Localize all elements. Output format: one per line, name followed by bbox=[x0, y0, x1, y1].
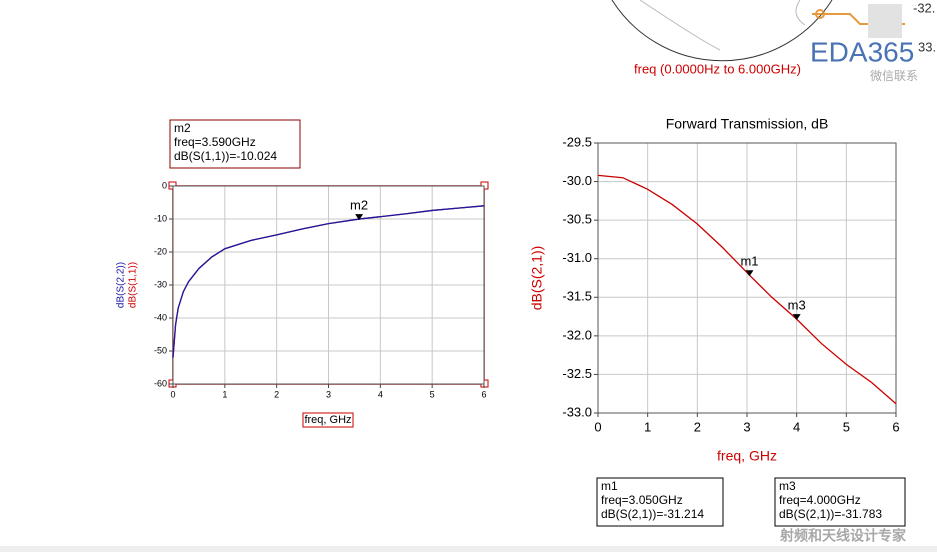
readout-line: dB(S(1,1))=-10.024 bbox=[174, 149, 277, 163]
x-tick-label: 4 bbox=[793, 419, 800, 434]
y-tick-label: -29.5 bbox=[562, 134, 592, 149]
readout-box bbox=[596, 477, 724, 527]
x-tick-label: 5 bbox=[430, 389, 435, 399]
marker bbox=[792, 314, 801, 321]
y-axis-label: dB(S(2,1)) bbox=[529, 246, 545, 311]
status-bar bbox=[0, 546, 937, 552]
readout-line: dB(S(2,1))=-31.214 bbox=[601, 507, 704, 521]
y-tick-label: -33.0 bbox=[562, 404, 592, 419]
smith-edge-label: -32. bbox=[913, 0, 935, 15]
smith-grid bbox=[795, 0, 806, 26]
marker-name: m2 bbox=[350, 198, 368, 213]
smith-arc bbox=[611, 0, 833, 62]
label-box bbox=[302, 412, 354, 428]
y-tick-label: -20 bbox=[154, 246, 167, 256]
x-tick-label: 5 bbox=[843, 419, 850, 434]
readout-line: freq=4.000GHz bbox=[779, 493, 861, 507]
series-line bbox=[172, 205, 485, 358]
y-tick-label: -30.0 bbox=[562, 173, 592, 188]
marker bbox=[355, 214, 364, 221]
readout-box bbox=[169, 119, 301, 169]
x-tick-label: 1 bbox=[644, 419, 651, 434]
y-tick-label: 0 bbox=[162, 180, 167, 190]
x-tick-label: 6 bbox=[892, 419, 899, 434]
x-tick-label: 4 bbox=[378, 389, 383, 399]
y-tick-label: -31.0 bbox=[562, 250, 592, 265]
marker bbox=[745, 270, 754, 277]
y-tick-label: -30 bbox=[154, 279, 167, 289]
readout-title: m2 bbox=[174, 121, 191, 135]
x-tick-label: 3 bbox=[743, 419, 750, 434]
logo-text: EDA365 bbox=[810, 36, 914, 67]
smith-freq-range: freq (0.0000Hz to 6.000GHz) bbox=[634, 61, 801, 76]
legend-label: dB(S(1,1)) bbox=[128, 262, 139, 308]
marker-name: m1 bbox=[740, 254, 758, 269]
x-axis-label: freq, GHz bbox=[717, 448, 777, 464]
slogan: 射频和天线设计专家 bbox=[779, 528, 907, 544]
y-tick-label: -32.5 bbox=[562, 366, 592, 381]
x-axis-label: freq, GHz bbox=[304, 414, 351, 426]
readout-title: m3 bbox=[779, 479, 796, 493]
legend-label: dB(S(2,2)) bbox=[116, 262, 127, 308]
y-tick-label: -50 bbox=[154, 345, 167, 355]
x-tick-label: 0 bbox=[170, 389, 175, 399]
watermark: EDA365 微信联系 射频和天线设计专家 bbox=[779, 4, 918, 544]
x-tick-label: 1 bbox=[222, 389, 227, 399]
y-tick-label: -60 bbox=[154, 378, 167, 388]
chart-title: Forward Transmission, dB bbox=[666, 116, 829, 132]
marker-name: m3 bbox=[788, 298, 806, 313]
x-tick-label: 6 bbox=[481, 389, 486, 399]
logo-dot bbox=[815, 9, 825, 19]
readout-line: dB(S(2,1))=-31.783 bbox=[779, 507, 882, 521]
smith-grid bbox=[639, 0, 721, 51]
y-tick-label: -10 bbox=[154, 213, 167, 223]
logo-contact: 微信联系 bbox=[870, 69, 918, 83]
readout-line: freq=3.050GHz bbox=[601, 493, 683, 507]
readout-box bbox=[774, 477, 906, 527]
x-tick-label: 3 bbox=[326, 389, 331, 399]
plot-border bbox=[172, 185, 485, 385]
plot-border bbox=[597, 142, 897, 414]
readout-title: m1 bbox=[601, 479, 618, 493]
y-tick-label: -31.5 bbox=[562, 289, 592, 304]
y-tick-label: -32.0 bbox=[562, 327, 592, 342]
smith-chart-fragment: freq (0.0000Hz to 6.000GHz) -32. 33. bbox=[611, 0, 936, 76]
readout-line: freq=3.590GHz bbox=[174, 135, 256, 149]
smith-edge-label: 33. bbox=[918, 39, 936, 54]
x-tick-label: 0 bbox=[594, 419, 601, 434]
x-tick-label: 2 bbox=[274, 389, 279, 399]
qr-code bbox=[868, 4, 902, 38]
y-tick-label: -40 bbox=[154, 312, 167, 322]
y-tick-label: -30.5 bbox=[562, 212, 592, 227]
x-tick-label: 2 bbox=[694, 419, 701, 434]
